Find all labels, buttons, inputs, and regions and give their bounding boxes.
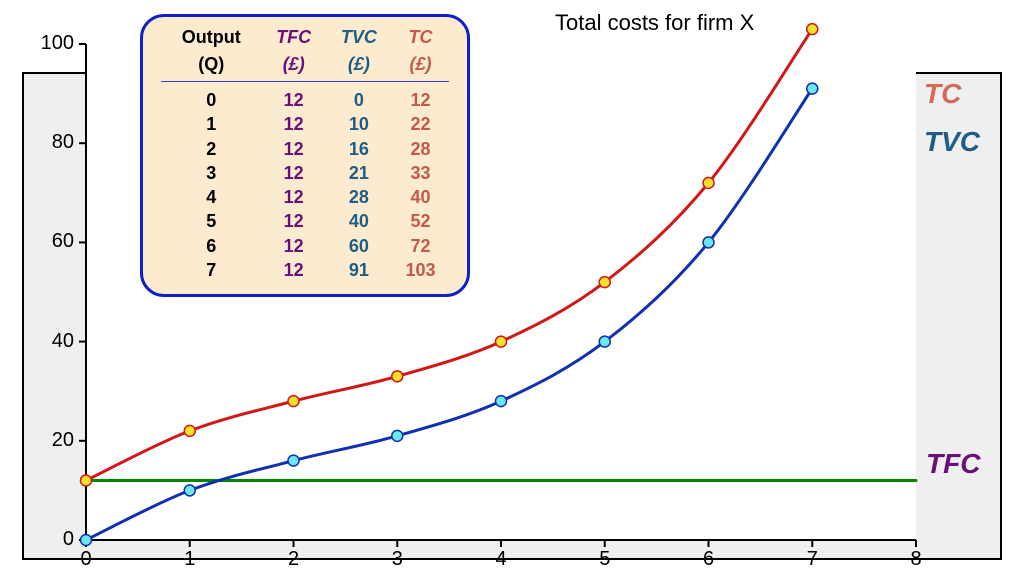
table-row: 6126072 — [161, 234, 449, 258]
table-cell: 52 — [392, 209, 449, 233]
table-col-subheader: (£) — [326, 54, 392, 82]
table-row: 3122133 — [161, 161, 449, 185]
table-cell: 22 — [392, 112, 449, 136]
y-tick-label: 20 — [24, 429, 74, 452]
table-cell: 12 — [261, 161, 325, 185]
table-row: 5124052 — [161, 209, 449, 233]
table-cell: 1 — [161, 112, 261, 136]
table-col-subheader: (£) — [261, 54, 325, 82]
tvc-series-label: TVC — [924, 126, 980, 158]
table-cell: 12 — [261, 234, 325, 258]
y-tick-label: 80 — [24, 131, 74, 154]
x-tick-label: 7 — [802, 548, 822, 571]
table-cell: 12 — [261, 137, 325, 161]
x-tick-label: 3 — [387, 548, 407, 571]
table-cell: 12 — [261, 112, 325, 136]
table-cell: 12 — [261, 258, 325, 282]
table-cell: 21 — [326, 161, 392, 185]
x-tick-label: 0 — [76, 548, 96, 571]
table-cell: 0 — [326, 82, 392, 113]
table-cell: 103 — [392, 258, 449, 282]
table-cell: 33 — [392, 161, 449, 185]
y-tick-label: 60 — [24, 230, 74, 253]
table-cell: 3 — [161, 161, 261, 185]
table-cell: 28 — [392, 137, 449, 161]
table-cell: 12 — [392, 82, 449, 113]
x-tick-label: 1 — [180, 548, 200, 571]
table-cell: 2 — [161, 137, 261, 161]
table-col-subheader: (£) — [392, 54, 449, 82]
y-tick-label: 100 — [24, 32, 74, 55]
table-cell: 60 — [326, 234, 392, 258]
table-cell: 12 — [261, 209, 325, 233]
table-cell: 4 — [161, 185, 261, 209]
table-cell: 72 — [392, 234, 449, 258]
tc-series-label: TC — [924, 78, 961, 110]
table-cell: 40 — [392, 185, 449, 209]
table-col-header: TC — [392, 27, 449, 54]
table-cell: 12 — [261, 82, 325, 113]
chart-title: Total costs for firm X — [555, 10, 754, 36]
table-header: OutputTFCTVCTC(Q)(£)(£)(£) — [161, 27, 449, 82]
table-row: 012012 — [161, 82, 449, 113]
table-cell: 91 — [326, 258, 392, 282]
table-row: 1121022 — [161, 112, 449, 136]
y-tick-label: 0 — [24, 528, 74, 551]
table-cell: 12 — [261, 185, 325, 209]
table-col-header: TFC — [261, 27, 325, 54]
x-tick-label: 2 — [284, 548, 304, 571]
table-row: 2121628 — [161, 137, 449, 161]
table-cell: 28 — [326, 185, 392, 209]
table-cell: 16 — [326, 137, 392, 161]
table-cell: 5 — [161, 209, 261, 233]
x-tick-label: 8 — [906, 548, 926, 571]
x-tick-label: 4 — [491, 548, 511, 571]
table-col-header: Output — [161, 27, 261, 54]
table-col-subheader: (Q) — [161, 54, 261, 82]
table-row: 4122840 — [161, 185, 449, 209]
table-cell: 6 — [161, 234, 261, 258]
tfc-series-label: TFC — [926, 448, 980, 480]
cost-data-table: OutputTFCTVCTC(Q)(£)(£)(£) 0120121121022… — [140, 14, 470, 297]
table-cell: 10 — [326, 112, 392, 136]
table-row: 71291103 — [161, 258, 449, 282]
table-col-header: TVC — [326, 27, 392, 54]
x-tick-label: 5 — [595, 548, 615, 571]
y-tick-label: 40 — [24, 330, 74, 353]
x-tick-label: 6 — [699, 548, 719, 571]
table-cell: 7 — [161, 258, 261, 282]
table-body: 0120121121022212162831221334122840512405… — [161, 82, 449, 283]
table-cell: 0 — [161, 82, 261, 113]
table-cell: 40 — [326, 209, 392, 233]
